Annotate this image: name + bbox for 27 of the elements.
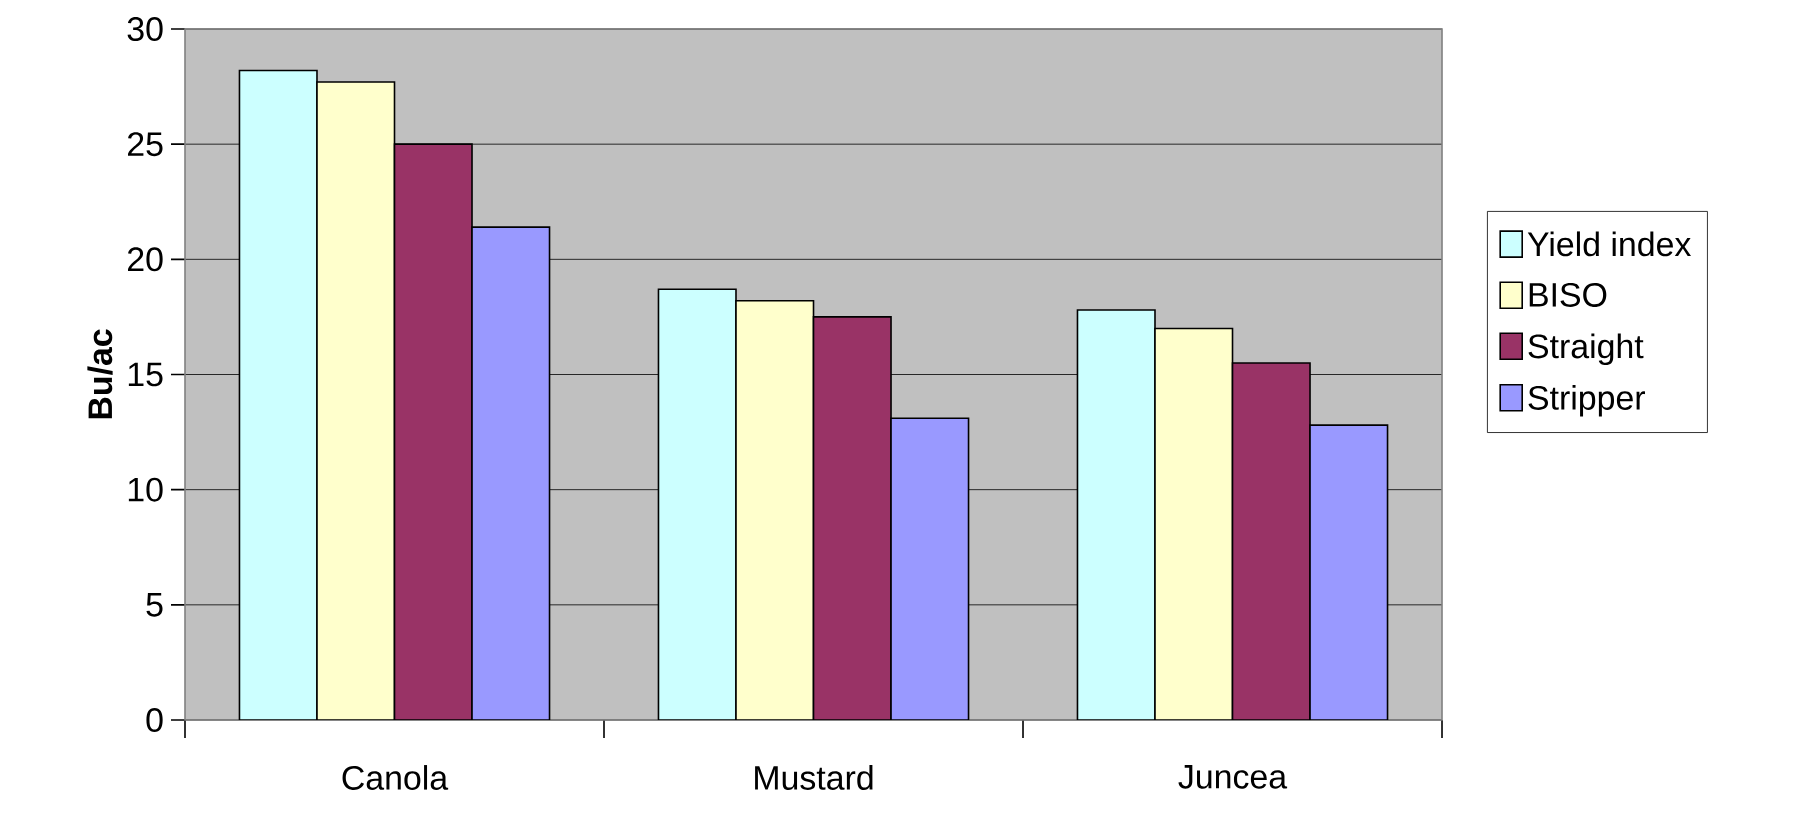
bar [890, 417, 970, 720]
legend-label: Straight [1528, 333, 1644, 366]
bar [1309, 424, 1389, 720]
y-axis-title: Bu/ac [87, 329, 113, 419]
bar [393, 143, 473, 720]
x-tick-label: Juncea [1178, 765, 1288, 789]
bar [1076, 309, 1156, 720]
bar [1231, 362, 1311, 720]
x-tick-label: Mustard [755, 765, 873, 790]
y-tick-label: 0 [146, 708, 163, 732]
x-tick-label: Canola [342, 765, 449, 790]
y-tick-label: 5 [146, 593, 163, 617]
legend-label: Stripper [1528, 385, 1646, 417]
bar [238, 69, 318, 720]
bar [735, 299, 815, 720]
y-tick-label: 20 [128, 247, 163, 272]
bar [471, 226, 551, 720]
y-tick-label: 30 [127, 17, 163, 41]
y-tick-label: 10 [128, 477, 163, 502]
legend-label: Yield index [1527, 231, 1691, 257]
bar [812, 316, 892, 720]
y-tick-label: 25 [128, 132, 163, 157]
bar [1154, 327, 1234, 720]
bar [657, 288, 737, 720]
bar [316, 81, 396, 720]
legend-label: BISO [1529, 282, 1607, 307]
y-tick-label: 15 [128, 362, 163, 387]
